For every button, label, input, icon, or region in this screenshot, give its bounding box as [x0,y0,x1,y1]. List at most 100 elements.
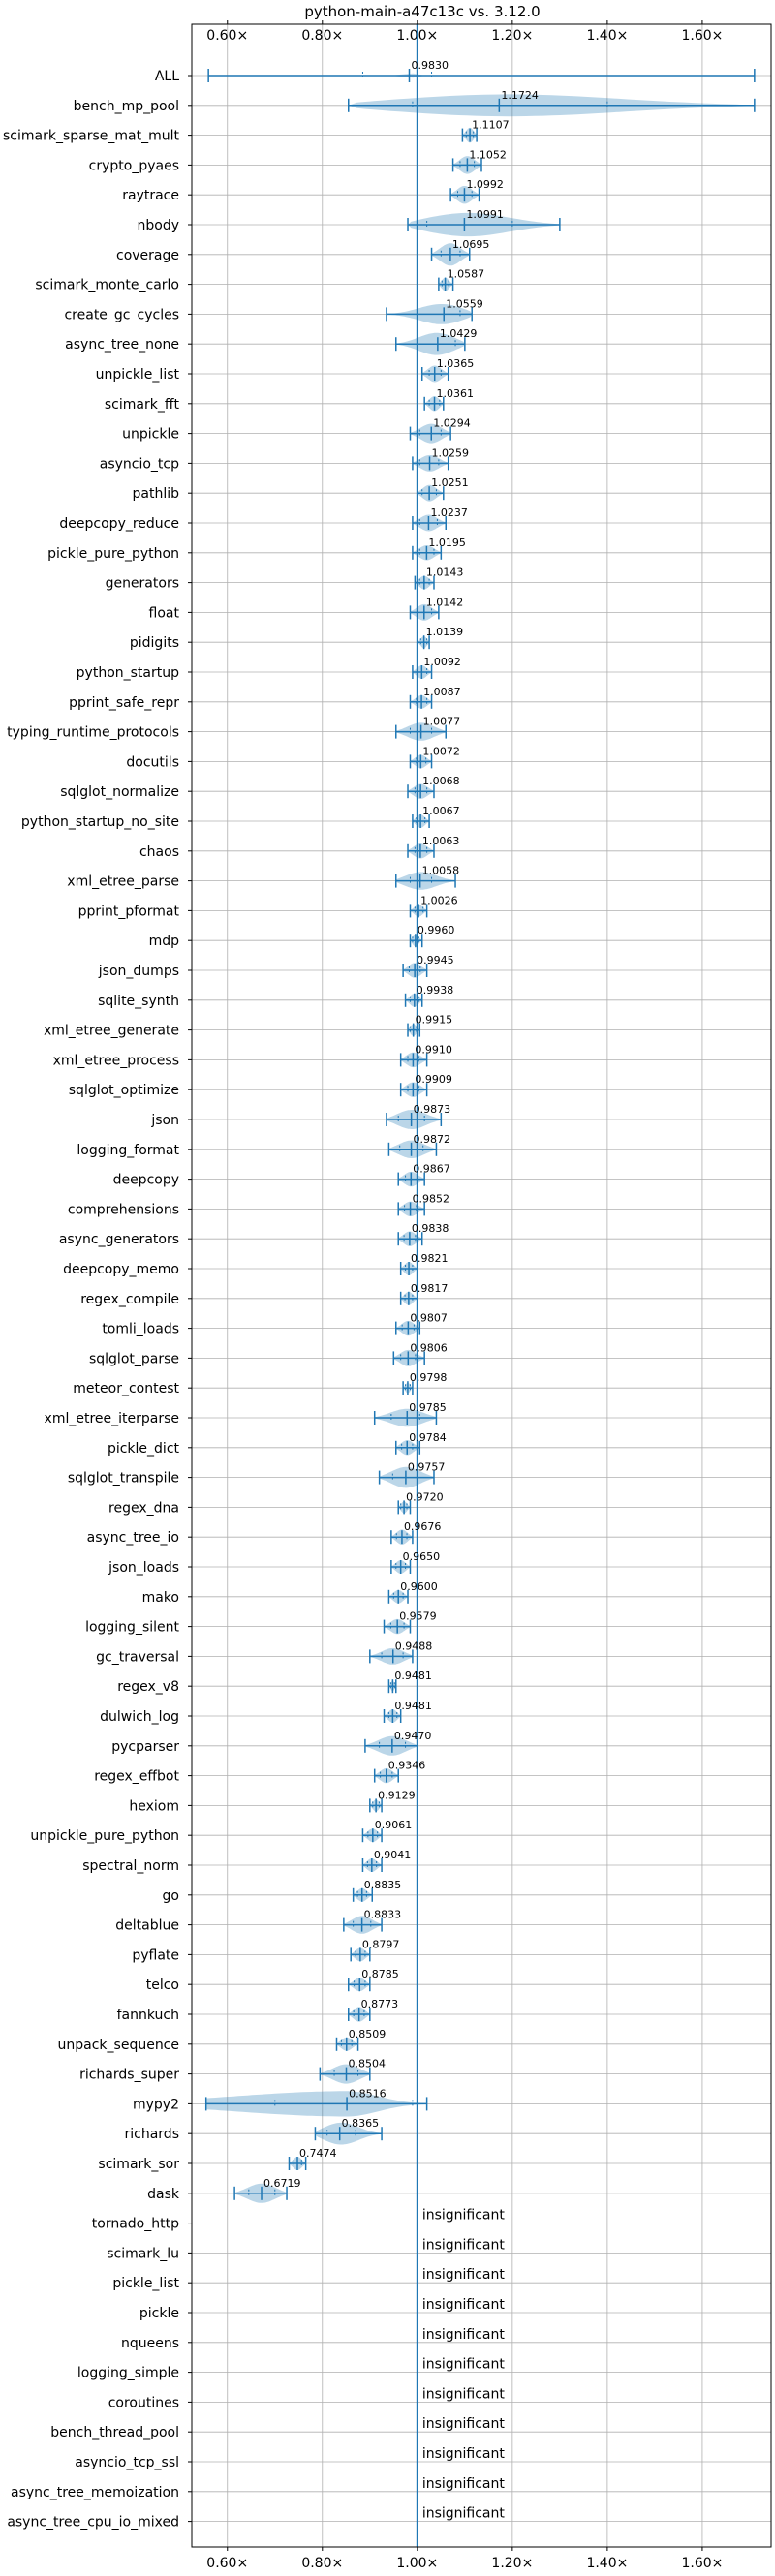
value-label: 0.9798 [410,1371,448,1384]
benchmark-label: sqlglot_normalize [60,784,179,800]
benchmark-label: spectral_norm [82,1858,179,1874]
value-label: 0.9910 [415,1043,452,1056]
benchmark-label: chaos [140,844,179,860]
x-tick-label-top: 1.60× [681,28,723,44]
value-label: 0.9960 [418,924,455,936]
value-label: 1.0067 [422,805,460,817]
benchmark-label: scimark_sparse_mat_mult [3,129,179,144]
value-label: 0.9867 [413,1163,450,1176]
benchmark-label: async_tree_io [87,1530,179,1546]
value-label: 0.8835 [364,1879,402,1891]
benchmark-label: dask [147,2187,180,2202]
value-label: 0.8785 [361,1968,399,1980]
value-label: 1.0072 [422,745,460,757]
insignificant-label: insignificant [422,2357,506,2373]
benchmark-label: tomli_loads [102,1322,179,1337]
value-label: 1.0587 [448,268,485,281]
benchmark-label: crypto_pyaes [89,158,179,173]
value-label: 1.0695 [452,238,490,251]
benchmark-label: pycparser [111,1739,179,1755]
value-label: 0.9817 [411,1282,449,1295]
insignificant-label: insignificant [422,2446,506,2462]
value-label: 0.9915 [416,1014,453,1027]
value-label: 1.0092 [423,656,461,668]
value-label: 0.9757 [408,1461,446,1474]
benchmark-label: deepcopy_reduce [59,516,179,532]
value-label: 0.9481 [394,1670,432,1682]
benchmark-label: float [149,605,180,621]
benchmark-label: pickle [140,2306,179,2321]
insignificant-label: insignificant [422,2476,506,2492]
benchmark-label: nbody [138,218,180,233]
value-label: 0.9600 [400,1580,438,1593]
value-label: 1.0077 [423,716,461,728]
value-label: 0.8509 [349,2028,387,2040]
value-label: 0.8797 [362,1938,400,1950]
benchmark-label: asyncio_tcp [100,456,179,472]
benchmark-label: unpack_sequence [58,2038,179,2053]
value-label: 0.6719 [264,2177,301,2190]
benchmark-label: meteor_contest [73,1381,179,1396]
benchmark-label: dulwich_log [100,1709,179,1725]
benchmark-label: bench_thread_pool [50,2425,179,2440]
value-label: 1.0365 [437,357,475,370]
value-label: 0.9129 [378,1789,416,1801]
benchmark-label: coroutines [108,2395,179,2410]
value-label: 1.0142 [426,596,464,608]
value-label: 0.9481 [394,1700,432,1712]
value-label: 0.9676 [404,1520,442,1533]
value-label: 1.1107 [472,119,509,132]
value-label: 0.9852 [413,1192,450,1205]
benchmark-label: asyncio_tcp_ssl [75,2455,179,2470]
value-label: 0.9720 [406,1490,444,1503]
benchmark-label: async_tree_cpu_io_mixed [7,2515,179,2530]
benchmark-label: json_loads [108,1560,179,1576]
value-label: 0.9909 [415,1073,452,1086]
value-label: 1.1052 [469,148,507,161]
benchmark-label: logging_simple [78,2366,179,2381]
value-label: 0.8365 [342,2117,380,2130]
benchmark-label: logging_format [77,1143,179,1158]
value-label: 1.0026 [420,894,458,906]
value-label: 1.0058 [422,865,460,877]
value-label: 0.8516 [349,2087,387,2100]
benchmark-label: richards [125,2127,180,2142]
benchmark-label: xml_etree_iterparse [45,1411,179,1426]
value-label: 0.9579 [399,1610,437,1623]
benchmark-label: unpickle_list [96,367,180,383]
benchmark-label: json [150,1113,179,1128]
value-label: 1.0259 [432,446,470,459]
value-label: 1.0294 [433,417,471,430]
benchmark-label: async_tree_memoization [11,2485,179,2500]
value-label: 0.9346 [388,1760,426,1772]
benchmark-label: python_startup_no_site [21,814,179,830]
benchmark-label: sqlglot_transpile [68,1471,179,1487]
benchmark-label: pprint_pformat [78,904,180,919]
benchmark-label: logging_silent [85,1620,179,1636]
benchmark-label: unpickle [122,427,179,443]
benchmark-label: pickle_dict [108,1441,180,1457]
benchmark-label: coverage [116,248,179,263]
chart-title: python-main-a47c13c vs. 3.12.0 [304,3,540,20]
benchmark-label: async_tree_none [65,337,179,353]
benchmark-label: ALL [155,69,179,84]
value-label: 0.9488 [395,1640,433,1652]
benchmark-label: comprehensions [68,1202,179,1217]
value-label: 0.9806 [410,1341,448,1354]
insignificant-label: insignificant [422,2297,506,2313]
x-tick-label-top: 0.60× [206,28,248,44]
value-label: 1.0063 [422,835,460,847]
benchmark-label: regex_compile [80,1292,179,1307]
x-tick-label-top: 1.40× [586,28,628,44]
x-tick-label-top: 0.80× [301,28,343,44]
value-label: 0.9061 [375,1819,413,1831]
value-label: 1.0991 [466,208,503,221]
label-layer: ALL 0.9830 bench_mp_pool 1.1724 scimark_spar… [3,59,539,2530]
x-tick-label-bottom: 1.60× [681,2556,723,2571]
benchmark-label: pickle_pure_python [47,546,179,562]
benchmark-label: xml_etree_parse [67,874,179,890]
benchmark-label: telco [146,1978,179,1993]
insignificant-label: insignificant [422,2237,506,2253]
value-label: 0.9784 [409,1431,447,1444]
